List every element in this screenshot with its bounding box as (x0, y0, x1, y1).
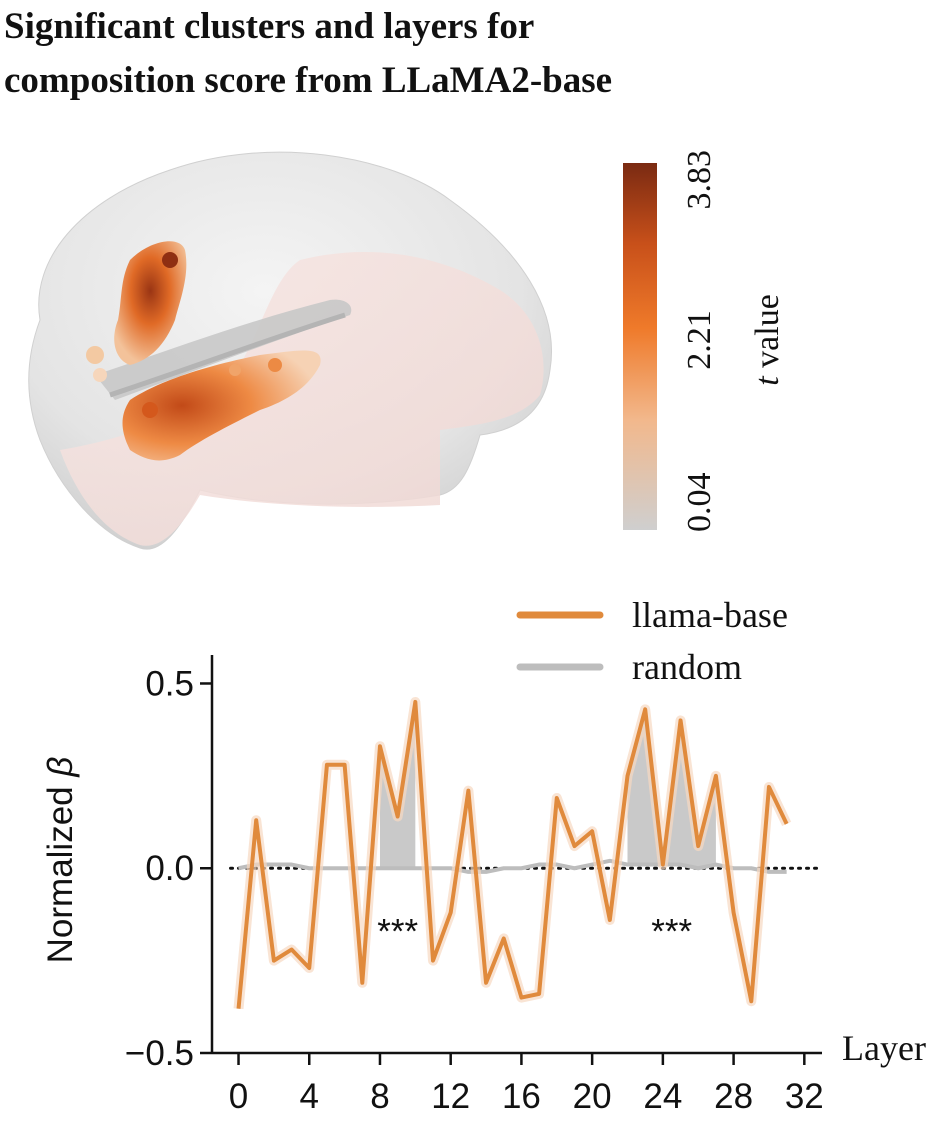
brain-surface-image (28, 151, 552, 550)
x-tick-label: 28 (714, 1077, 753, 1116)
layer-chart: 0 4 8 12 16 20 24 28 32 0.5 0.0 −0.5 *** *** llama-b… (41, 595, 926, 1116)
title-line-2: composition score from LLaMA2-base (4, 60, 613, 101)
legend-label-random: random (632, 647, 742, 687)
y-axis-label-beta: β (41, 757, 80, 778)
x-tick-label: 8 (370, 1077, 389, 1116)
x-tick-label: 32 (785, 1077, 824, 1116)
y-tick-label: −0.5 (125, 1034, 194, 1073)
x-tick-label: 20 (573, 1077, 612, 1116)
x-axis-label: Layer (842, 1028, 926, 1068)
chart-legend: llama-base random (516, 595, 788, 687)
y-axis-label-text: Normalized (41, 777, 80, 964)
x-tick-label: 12 (431, 1077, 470, 1116)
colorbar-label: t value (749, 294, 786, 386)
x-tick-label: 16 (502, 1077, 541, 1116)
x-tick-label: 24 (643, 1077, 682, 1116)
colorbar-gradient (623, 163, 657, 530)
significance-label-2: *** (651, 913, 692, 952)
series-line-llama-base (236, 699, 789, 1009)
title-line-1: Significant clusters and layers for (4, 6, 535, 47)
figure-title: Significant clusters and layers for comp… (4, 0, 924, 108)
y-tick-label: 0.0 (145, 849, 194, 888)
x-tick-label: 0 (229, 1077, 248, 1116)
significance-annotations: *** *** (377, 913, 692, 952)
series-line-random (238, 858, 787, 874)
colorbar: 0.04 2.21 3.83 t value (623, 150, 786, 533)
y-axis-label: Normalized β (41, 757, 80, 964)
legend-label-llama-base: llama-base (632, 595, 788, 635)
colorbar-tick-high: 3.83 (681, 150, 718, 210)
colorbar-label-rest: value (749, 294, 786, 376)
colorbar-tick-mid: 2.21 (681, 310, 718, 370)
y-tick-label: 0.5 (145, 664, 194, 703)
colorbar-label-italic: t (749, 375, 786, 386)
series-lines (233, 696, 792, 1010)
significance-fill-1 (379, 701, 416, 869)
x-tick-label: 4 (300, 1077, 319, 1116)
colorbar-tick-low: 0.04 (681, 473, 718, 533)
significance-label-1: *** (377, 913, 418, 952)
